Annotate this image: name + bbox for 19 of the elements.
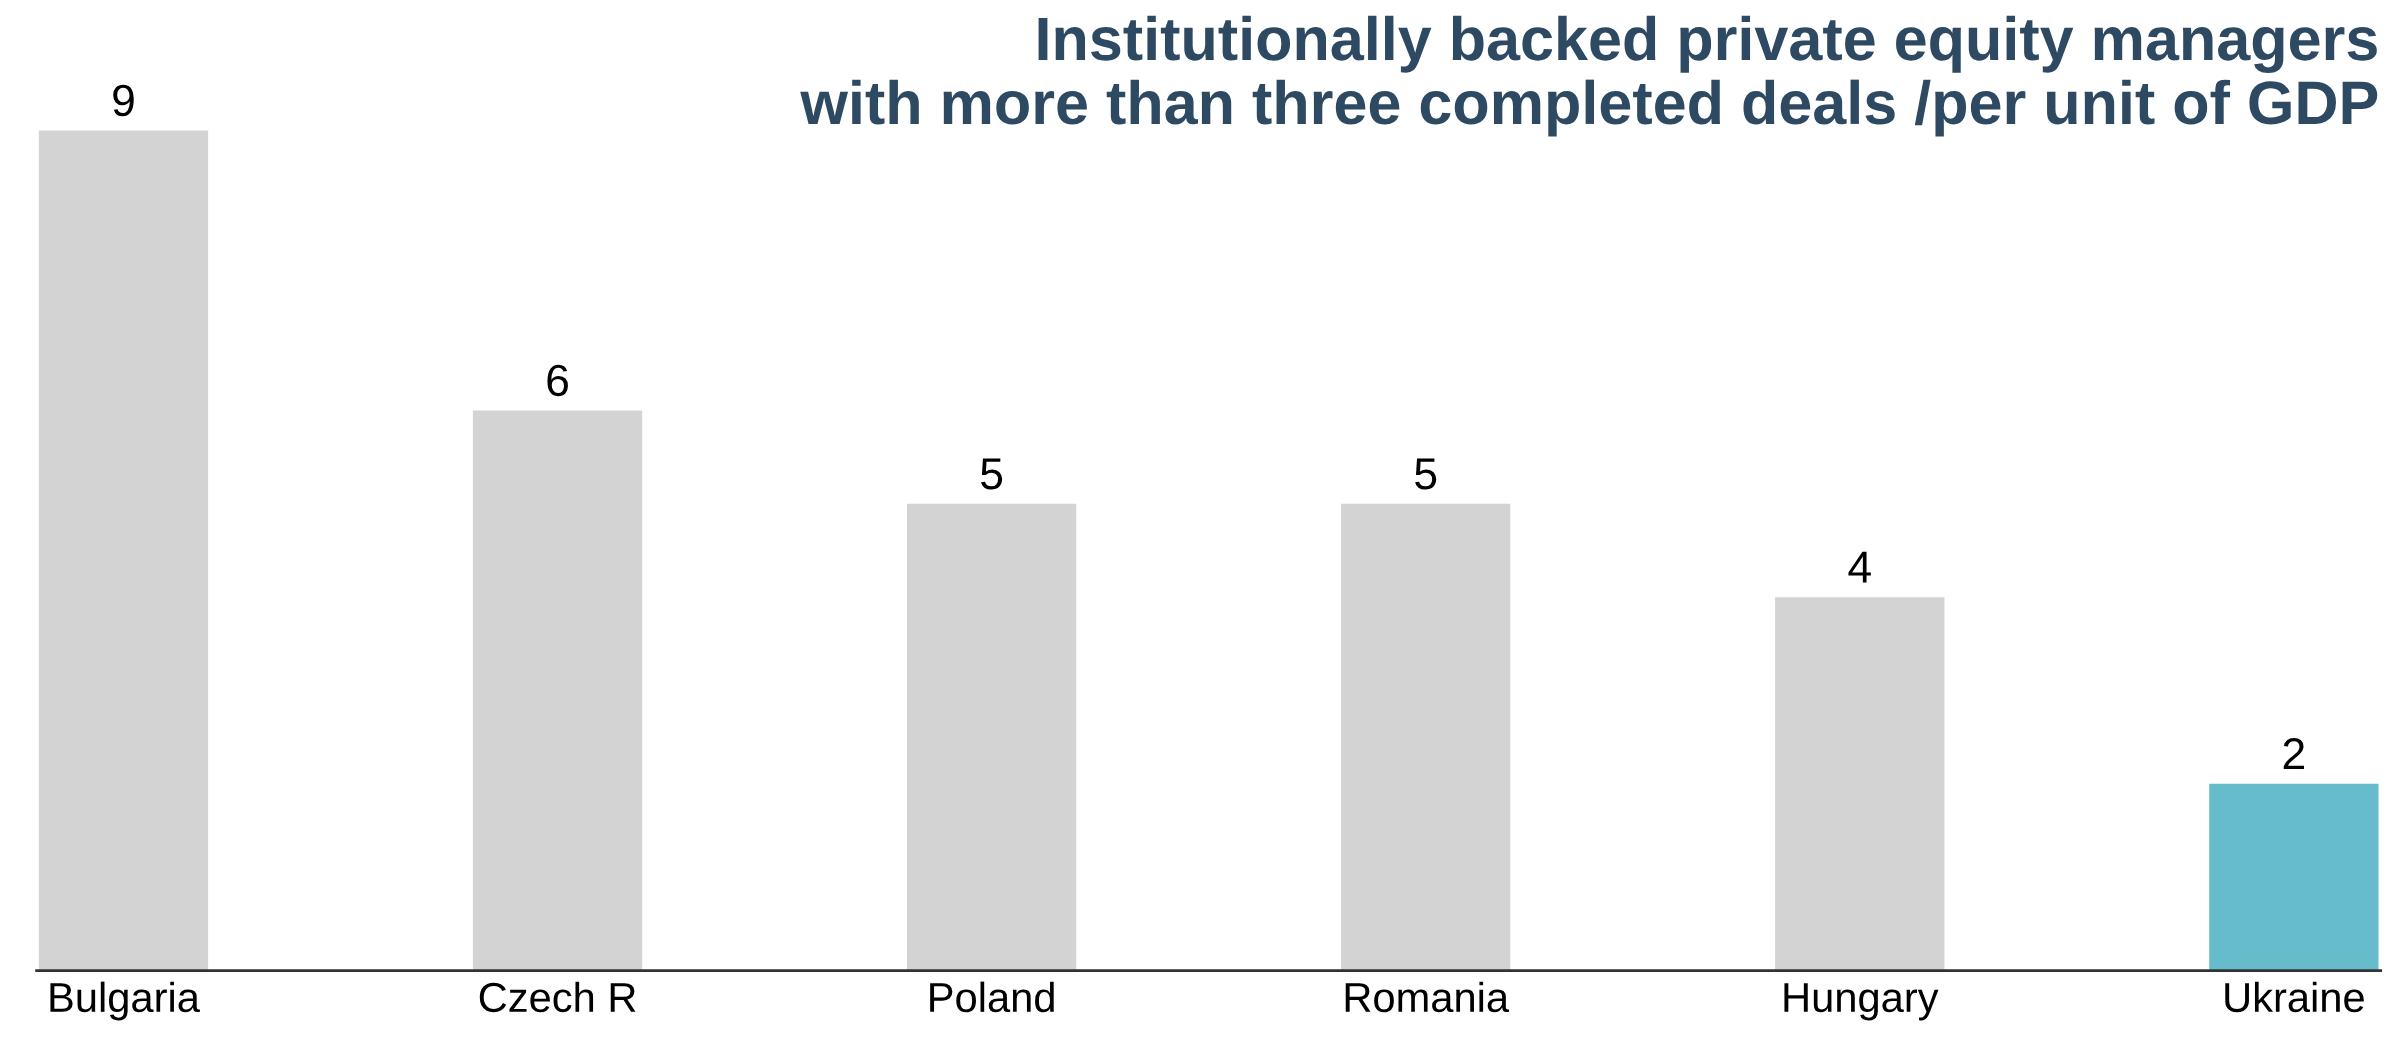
chart-title: Institutionally backed private equity managers with more than three completed deals /per unit of GDP: [800, 15, 2378, 137]
bar: [38, 130, 209, 971]
x-tick-label: Bulgaria: [50, 981, 200, 1021]
data-label: 5: [1415, 458, 1437, 490]
data-label: 4: [1848, 551, 1871, 583]
x-tick-label: Poland: [930, 981, 1054, 1013]
bar: [472, 410, 643, 971]
bar: [1775, 597, 1945, 971]
data-label: 5: [981, 458, 1003, 490]
bar: [906, 503, 1077, 971]
x-tick-label: Hungary: [1784, 983, 1939, 1021]
data-label: 9: [113, 84, 134, 117]
x-tick-label: Ukraine: [2225, 981, 2364, 1013]
x-tick-label: Romania: [1345, 981, 1510, 1013]
data-label: 2: [2283, 738, 2304, 770]
bar: [1341, 503, 1511, 971]
x-tick-label: Czech R: [479, 981, 636, 1013]
data-label: 6: [547, 364, 568, 397]
bar: [2209, 783, 2379, 971]
